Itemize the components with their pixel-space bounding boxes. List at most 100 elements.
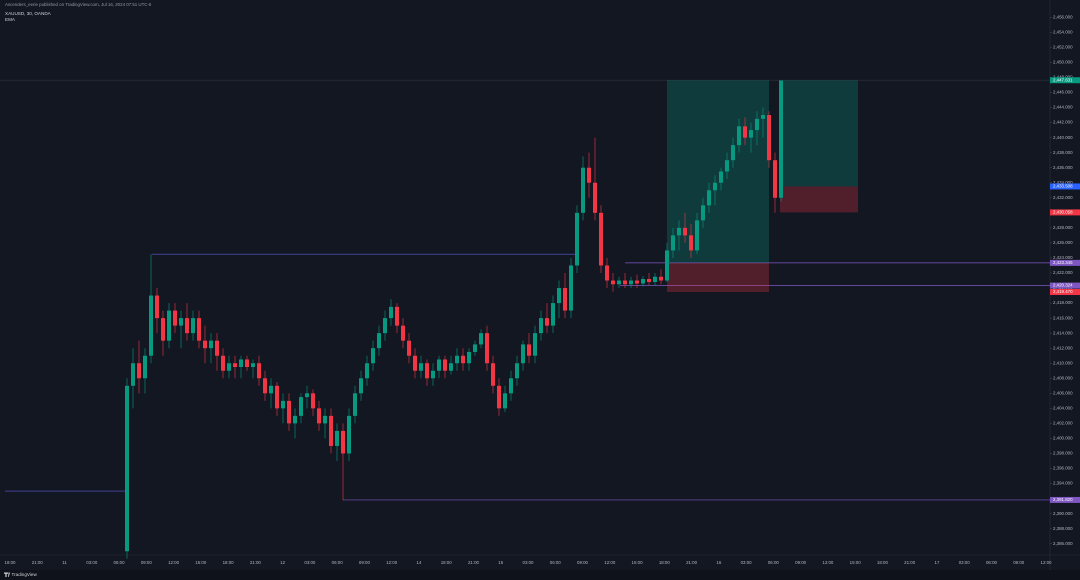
x-tick-label: 15:00: [632, 560, 644, 565]
candle-body: [491, 363, 495, 386]
candle-body: [251, 363, 255, 367]
profit-zone: [780, 80, 858, 187]
x-tick-label: 09:00: [577, 560, 589, 565]
candle-body: [545, 318, 549, 326]
candle-body: [617, 280, 621, 285]
candle-body: [641, 279, 645, 284]
price-tag: [1050, 183, 1080, 190]
x-tick-label: 09:00: [1013, 560, 1025, 565]
candle-body: [749, 130, 753, 138]
x-tick-label: 18:00: [877, 560, 889, 565]
y-tick-label: 2,402.000: [1053, 421, 1073, 426]
x-tick-label: 09:00: [359, 560, 371, 565]
y-tick-label: 2,440.000: [1053, 135, 1073, 140]
y-tick-label: 2,396.000: [1053, 466, 1073, 471]
candle-body: [431, 370, 435, 379]
x-tick-label: 12:00: [1041, 560, 1053, 565]
candle-body: [449, 363, 453, 371]
y-tick-label: 2,448.000: [1053, 75, 1073, 80]
candle-body: [311, 393, 315, 409]
candle-body: [305, 393, 309, 398]
candle-body: [707, 190, 711, 206]
x-tick-label: 12: [280, 560, 285, 565]
y-tick-label: 2,456.000: [1053, 14, 1073, 19]
y-tick-label: 2,424.000: [1053, 255, 1073, 260]
y-tick-label: 2,452.000: [1053, 45, 1073, 50]
y-tick-label: 2,386.000: [1053, 541, 1073, 546]
y-tick-label: 2,394.000: [1053, 481, 1073, 486]
y-tick-label: 2,428.000: [1053, 225, 1073, 230]
price-tag: [1050, 289, 1080, 296]
candle-body: [179, 318, 183, 326]
candle-body: [665, 250, 669, 281]
candle-body: [353, 393, 357, 416]
candle-body: [671, 235, 675, 251]
y-tick-label: 2,442.000: [1053, 120, 1073, 125]
x-tick-label: 16: [716, 560, 721, 565]
candle-body: [347, 415, 351, 454]
footer-bar: [0, 570, 1080, 580]
x-tick-label: 12:00: [168, 560, 180, 565]
candle-body: [329, 415, 333, 446]
y-tick-label: 2,414.000: [1053, 330, 1073, 335]
candle-body: [161, 318, 165, 341]
candle-body: [383, 318, 387, 334]
candle-body: [137, 363, 141, 379]
x-tick-label: 21:00: [468, 560, 480, 565]
candle-body: [377, 333, 381, 349]
candle-body: [425, 363, 429, 379]
y-tick-label: 2,434.000: [1053, 180, 1073, 185]
candle-body: [605, 265, 609, 281]
x-tick-label: 18:00: [441, 560, 453, 565]
candle-body: [191, 318, 195, 334]
candle-body: [515, 363, 519, 379]
x-tick-label: 18:00: [659, 560, 671, 565]
candle-body: [245, 359, 249, 367]
candle-body: [773, 160, 777, 198]
y-tick-label: 2,390.000: [1053, 511, 1073, 516]
candle-body: [551, 303, 555, 326]
candle-body: [587, 167, 591, 183]
y-tick-label: 2,400.000: [1053, 436, 1073, 441]
x-tick-label: 12:00: [822, 560, 834, 565]
candle-body: [779, 80, 783, 198]
candle-body: [335, 430, 339, 446]
candle-body: [689, 235, 693, 251]
candle-body: [557, 288, 561, 304]
stop-zone: [667, 262, 769, 293]
source-text: Ascenders_eerie published on TradingView…: [5, 2, 152, 7]
price-tag-label: 2,419.470: [1053, 289, 1073, 294]
y-tick-label: 2,454.000: [1053, 29, 1073, 34]
y-tick-label: 2,406.000: [1053, 390, 1073, 395]
price-tag: [1050, 282, 1080, 289]
price-tag: [1050, 496, 1080, 503]
candle-body: [389, 306, 393, 319]
candle-body: [203, 340, 207, 349]
candle-body: [497, 385, 501, 409]
price-tag-label: 2,447.631: [1053, 77, 1073, 82]
x-tick-label: 21:00: [250, 560, 262, 565]
candle-body: [341, 430, 345, 454]
x-tick-label: 06:00: [550, 560, 562, 565]
x-tick-label: 18:00: [5, 560, 17, 565]
candle-body: [371, 348, 375, 364]
y-tick-label: 2,418.000: [1053, 300, 1073, 305]
candle-body: [581, 167, 585, 213]
x-tick-label: 11: [62, 560, 67, 565]
candle-body: [125, 385, 129, 552]
candle-body: [677, 227, 681, 236]
candle-body: [719, 171, 723, 183]
x-tick-label: 03:00: [304, 560, 316, 565]
symbol-text: XAUUSD, 30, OANDA: [5, 11, 52, 16]
candle-body: [317, 408, 321, 424]
x-tick-label: 03:00: [86, 560, 98, 565]
candle-body: [149, 295, 153, 356]
candle-body: [659, 276, 663, 281]
candle-body: [419, 363, 423, 371]
price-tag-label: 2,391.820: [1053, 497, 1073, 502]
candle-body: [629, 280, 633, 285]
candle-body: [455, 355, 459, 364]
candle-body: [215, 340, 219, 356]
x-tick-label: 06:00: [986, 560, 998, 565]
